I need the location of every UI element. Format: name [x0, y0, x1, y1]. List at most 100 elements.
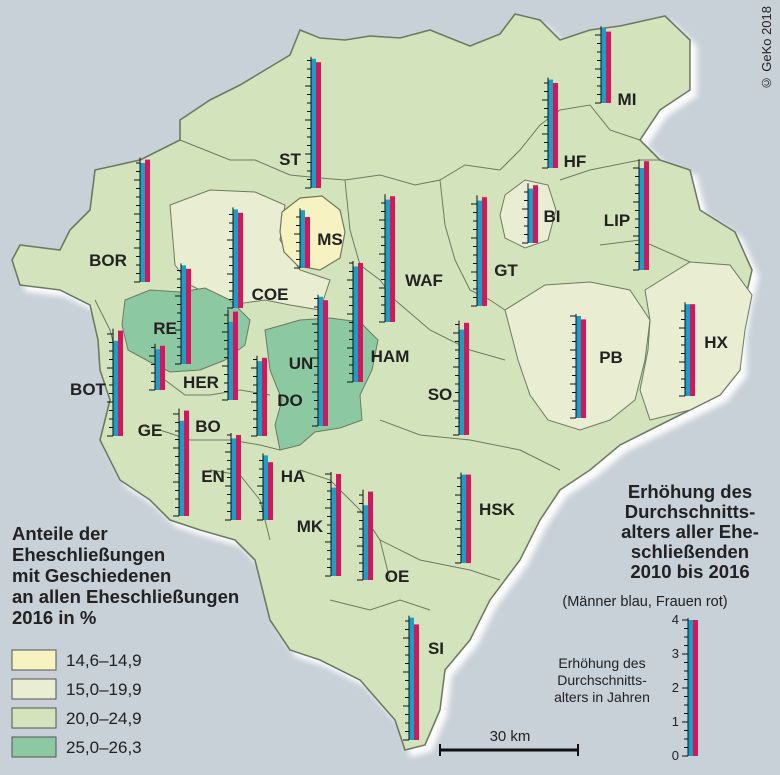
legend-range-label: 14,6–14,9 — [66, 651, 142, 670]
district-label-oe: OE — [385, 567, 410, 586]
legend-swatch — [11, 649, 57, 671]
bar-women — [145, 159, 150, 282]
district-label-bi: BI — [544, 207, 561, 226]
bar-legend-tick-label: 3 — [672, 646, 679, 661]
district-bars-si — [403, 615, 419, 741]
bar-men — [576, 316, 581, 418]
district-bor[interactable]: BOR — [89, 157, 150, 283]
bar-women — [390, 196, 395, 322]
bar-women — [533, 185, 538, 243]
bar-women — [160, 345, 165, 390]
district-lip[interactable]: LIP — [604, 159, 649, 271]
bar-women — [358, 263, 363, 382]
district-label-bor: BOR — [89, 251, 127, 270]
district-bars-gt — [471, 195, 487, 307]
district-ms[interactable]: MS — [294, 208, 343, 269]
legend-title-line: mit Geschiedenen — [12, 565, 171, 586]
district-bi[interactable]: BI — [522, 183, 561, 244]
bar-men — [331, 487, 336, 576]
bar-men — [155, 349, 160, 390]
district-label-pb: PB — [599, 348, 623, 367]
bar-men — [228, 321, 233, 400]
legend-title-line: Anteile der — [12, 523, 108, 544]
bar-legend-caption-line: Durchschnitts- — [557, 672, 647, 688]
bar-men — [385, 199, 390, 322]
legend-swatch — [11, 707, 57, 729]
district-waf[interactable]: WAF — [379, 194, 443, 323]
bar-women — [336, 474, 341, 576]
district-ge[interactable]: GE — [138, 343, 165, 440]
district-label-st: ST — [279, 150, 301, 169]
district-bars-oe — [357, 489, 373, 581]
district-coe[interactable]: COE — [227, 207, 289, 309]
bar-men — [318, 296, 323, 426]
district-bars-do — [251, 355, 267, 437]
district-bars-waf — [379, 194, 395, 323]
bar-men — [363, 505, 368, 580]
bar-legend-caption-line: alters in Jahren — [554, 689, 650, 705]
district-si[interactable]: SI — [403, 615, 444, 741]
district-hx[interactable]: HX — [679, 302, 728, 397]
district-bars-en — [225, 433, 241, 521]
district-layer: ST MI HF BOR MS COE WAF GT BI LIP RE BOT GE HER BO DO UN… — [70, 26, 728, 741]
district-label-mi: MI — [618, 90, 637, 109]
district-bars-pb — [570, 314, 586, 419]
district-bars-hf — [542, 77, 558, 169]
district-en[interactable]: EN — [201, 433, 241, 521]
district-so[interactable]: SO — [428, 320, 469, 436]
bar-women — [644, 161, 649, 270]
bar-men — [528, 188, 533, 243]
bar-men — [353, 266, 358, 382]
bar-legend-tick-label: 2 — [672, 680, 679, 695]
bar-men — [459, 329, 464, 435]
bar-men — [113, 340, 118, 436]
district-gt[interactable]: GT — [471, 195, 518, 307]
district-label-ms: MS — [317, 230, 343, 249]
bar-women — [233, 311, 238, 400]
bar-men — [601, 28, 606, 104]
bar-women — [693, 620, 698, 756]
legend-range-label: 25,0–26,3 — [66, 738, 142, 757]
bar-men — [477, 200, 482, 306]
district-pb[interactable]: PB — [570, 314, 623, 419]
district-bars-so — [453, 320, 469, 436]
district-label-ha: HA — [281, 467, 306, 486]
bar-legend-subtitle: (Männer blau, Frauen rot) — [562, 594, 727, 610]
bar-women — [482, 197, 487, 306]
district-label-do: DO — [277, 391, 303, 410]
district-bot[interactable]: BOT — [70, 328, 123, 437]
district-hf[interactable]: HF — [542, 77, 586, 171]
district-un[interactable]: UN — [289, 294, 328, 427]
district-mi[interactable]: MI — [595, 26, 636, 109]
bar-women — [236, 435, 241, 520]
district-her[interactable]: HER — [183, 309, 238, 401]
district-label-coe: COE — [252, 285, 289, 304]
bar-men — [461, 474, 466, 563]
district-st[interactable]: ST — [279, 56, 321, 189]
region-hx — [639, 261, 753, 421]
bar-women — [238, 212, 243, 308]
bar-women — [466, 474, 471, 563]
bar-women — [262, 357, 267, 436]
legend-swatch — [11, 678, 57, 700]
district-mk[interactable]: MK — [297, 472, 341, 577]
bar-legend-title-line: alters aller Ehe- — [621, 521, 759, 542]
district-label-lip: LIP — [604, 211, 630, 230]
bar-men — [300, 210, 305, 268]
district-oe[interactable]: OE — [357, 489, 410, 586]
district-ha[interactable]: HA — [257, 453, 306, 521]
district-do[interactable]: DO — [251, 355, 303, 437]
bar-men — [231, 438, 236, 520]
district-hsk[interactable]: HSK — [455, 472, 516, 564]
district-ham[interactable]: HAM — [347, 261, 410, 383]
district-label-ge: GE — [138, 421, 163, 440]
district-re[interactable]: RE — [153, 263, 191, 365]
district-bars-her — [222, 309, 238, 401]
district-label-ham: HAM — [371, 347, 410, 366]
bar-women — [184, 410, 189, 516]
district-bars-bot — [107, 328, 123, 437]
district-bo[interactable]: BO — [173, 408, 221, 517]
bar-women — [316, 62, 321, 189]
